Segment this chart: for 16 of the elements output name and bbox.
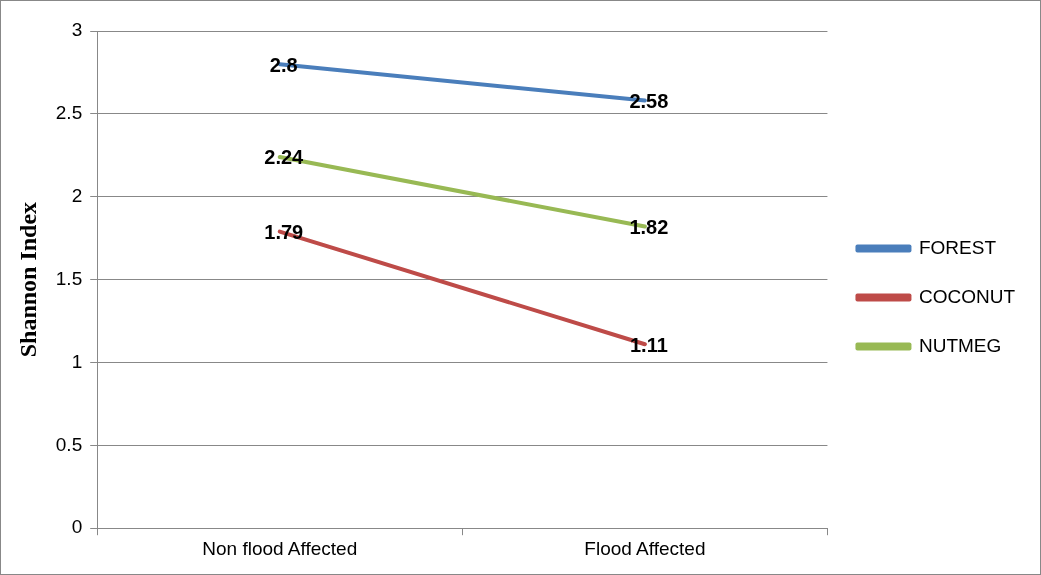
data-label: 1.82: [629, 216, 669, 239]
data-label: 2.58: [629, 90, 669, 113]
y-tick-label: 3: [71, 19, 83, 41]
legend-label: COCONUT: [918, 285, 1016, 307]
y-tick-label: 2: [71, 184, 83, 206]
y-tick-label: 0.5: [55, 433, 83, 455]
y-axis-title: Shannon Index: [14, 201, 41, 358]
data-label: 1.11: [629, 333, 668, 356]
legend-label: NUTMEG: [918, 334, 1002, 356]
legend-label: FOREST: [918, 236, 997, 258]
x-tick-label: Flood Affected: [584, 537, 706, 559]
y-tick-label: 2.5: [55, 102, 83, 124]
y-tick-label: 1.5: [55, 267, 83, 289]
y-tick-label: 1: [71, 350, 83, 372]
y-tick-label: 0: [71, 516, 83, 538]
x-tick-label: Non flood Affected: [202, 537, 358, 559]
